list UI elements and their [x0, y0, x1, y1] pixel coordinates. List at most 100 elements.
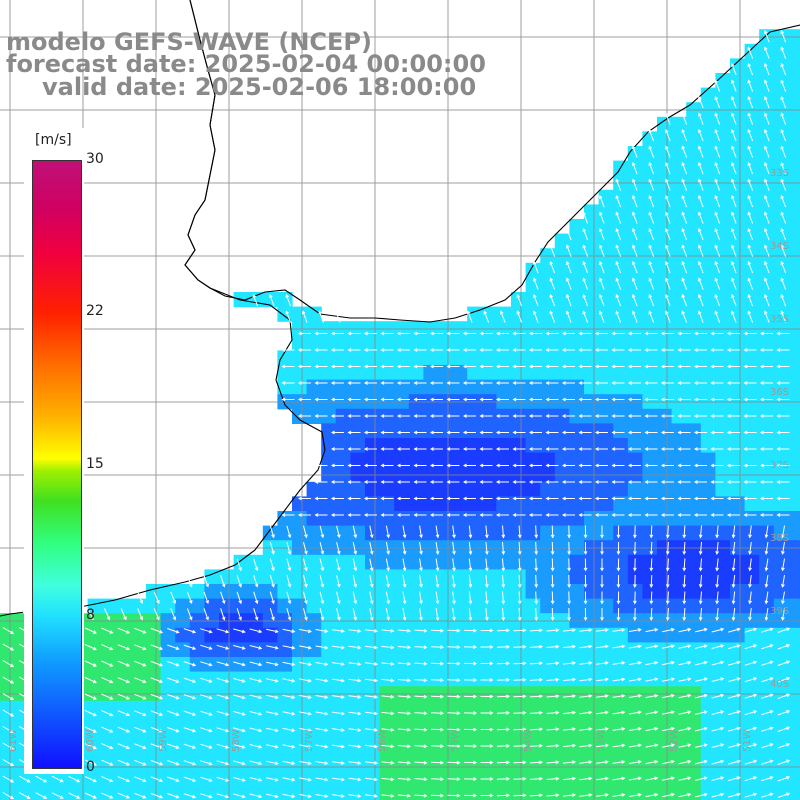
wind-arrow: [513, 710, 527, 715]
wind-arrow: [2, 660, 15, 668]
wind-arrow: [665, 145, 671, 158]
wind-arrow: [529, 628, 544, 633]
wind-arrow: [84, 627, 97, 634]
wind-arrow: [200, 776, 213, 782]
wind-arrow: [644, 381, 658, 385]
wind-arrow: [137, 608, 144, 621]
wind-arrow: [693, 496, 707, 501]
wind-arrow: [545, 496, 559, 501]
wind-arrow: [84, 660, 97, 667]
wind-arrow: [662, 627, 675, 633]
wind-arrow: [728, 792, 741, 798]
wind-arrow: [545, 364, 559, 369]
wind-arrow: [714, 128, 721, 142]
wind-arrow: [446, 496, 460, 501]
wind-arrow: [2, 759, 15, 767]
wind-arrow: [776, 414, 790, 418]
wind-arrow: [578, 414, 592, 418]
wind-arrow: [249, 793, 263, 799]
wind-arrow: [380, 430, 394, 435]
wind-arrow: [303, 608, 308, 621]
wind-arrow: [330, 381, 344, 385]
wind-arrow: [726, 364, 740, 369]
wind-arrow: [303, 591, 308, 605]
wind-arrow: [319, 558, 325, 572]
lon-label: 52W: [669, 729, 680, 752]
wind-arrow: [710, 513, 724, 517]
wind-arrow: [731, 260, 737, 274]
wind-arrow: [710, 496, 724, 501]
wind-arrow: [479, 480, 493, 484]
wind-arrow: [566, 244, 572, 257]
wind-arrow: [566, 293, 572, 307]
wind-arrow: [385, 542, 390, 555]
wind-arrow: [665, 293, 671, 307]
wind-arrow: [117, 644, 131, 651]
wind-arrow: [447, 777, 461, 781]
wind-arrow: [567, 525, 571, 539]
wind-arrow: [467, 310, 473, 323]
wind-arrow: [764, 542, 769, 555]
wind-arrow: [299, 744, 312, 749]
wind-arrow: [578, 331, 592, 336]
wind-arrow: [612, 743, 626, 748]
lat-label: 39S: [770, 606, 790, 617]
wind-arrow: [629, 776, 642, 781]
wind-arrow: [101, 759, 114, 766]
wind-arrow: [562, 677, 577, 682]
lon-label: 59W: [158, 729, 169, 752]
wind-arrow: [561, 463, 575, 468]
wind-arrow: [429, 513, 443, 517]
wind-arrow: [117, 759, 131, 766]
wind-arrow: [693, 348, 707, 352]
wind-arrow: [68, 792, 81, 799]
wind-arrow: [648, 161, 655, 175]
wind-arrow: [776, 496, 790, 501]
wind-arrow: [649, 574, 654, 589]
wind-arrow: [479, 414, 493, 418]
wind-arrow: [297, 414, 311, 418]
wind-arrow: [711, 776, 725, 781]
wind-arrow: [596, 776, 609, 781]
wind-arrow: [528, 414, 542, 418]
wind-arrow: [468, 541, 473, 556]
wind-arrow: [347, 331, 361, 336]
wind-arrow: [579, 644, 593, 649]
wind-arrow: [364, 744, 379, 749]
wind-arrow: [644, 430, 658, 435]
wind-arrow: [578, 430, 592, 435]
wind-arrow: [698, 161, 704, 175]
wind-arrow: [397, 727, 412, 732]
wind-arrow: [468, 525, 473, 539]
wind-arrow: [678, 677, 692, 682]
wind-arrow: [348, 629, 362, 633]
wind-arrow: [347, 348, 361, 352]
wind-arrow: [528, 513, 542, 517]
wind-arrow: [496, 645, 511, 649]
wind-arrow: [596, 743, 609, 748]
wind-arrow: [665, 178, 671, 191]
wind-arrow: [759, 463, 773, 468]
wind-arrow: [562, 793, 577, 798]
wind-arrow: [693, 513, 707, 517]
wind-arrow: [369, 525, 374, 539]
wind-arrow: [385, 575, 390, 588]
wind-arrow: [233, 727, 246, 733]
wind-arrow: [381, 694, 395, 699]
wind-arrow: [315, 794, 329, 798]
wind-arrow: [303, 542, 308, 555]
wind-arrow: [134, 677, 147, 684]
wind-arrow: [134, 792, 147, 799]
wind-arrow: [698, 558, 703, 572]
wind-arrow: [665, 607, 670, 622]
wind-arrow: [616, 574, 621, 589]
wind-arrow: [513, 677, 527, 682]
wind-arrow: [496, 661, 511, 666]
wind-arrow: [731, 95, 737, 109]
wind-arrow: [780, 194, 787, 208]
wind-arrow: [364, 645, 379, 650]
wind-arrow: [759, 381, 773, 385]
wind-arrow: [731, 525, 736, 539]
wind-arrow: [534, 558, 539, 572]
wind-arrow: [435, 591, 440, 605]
